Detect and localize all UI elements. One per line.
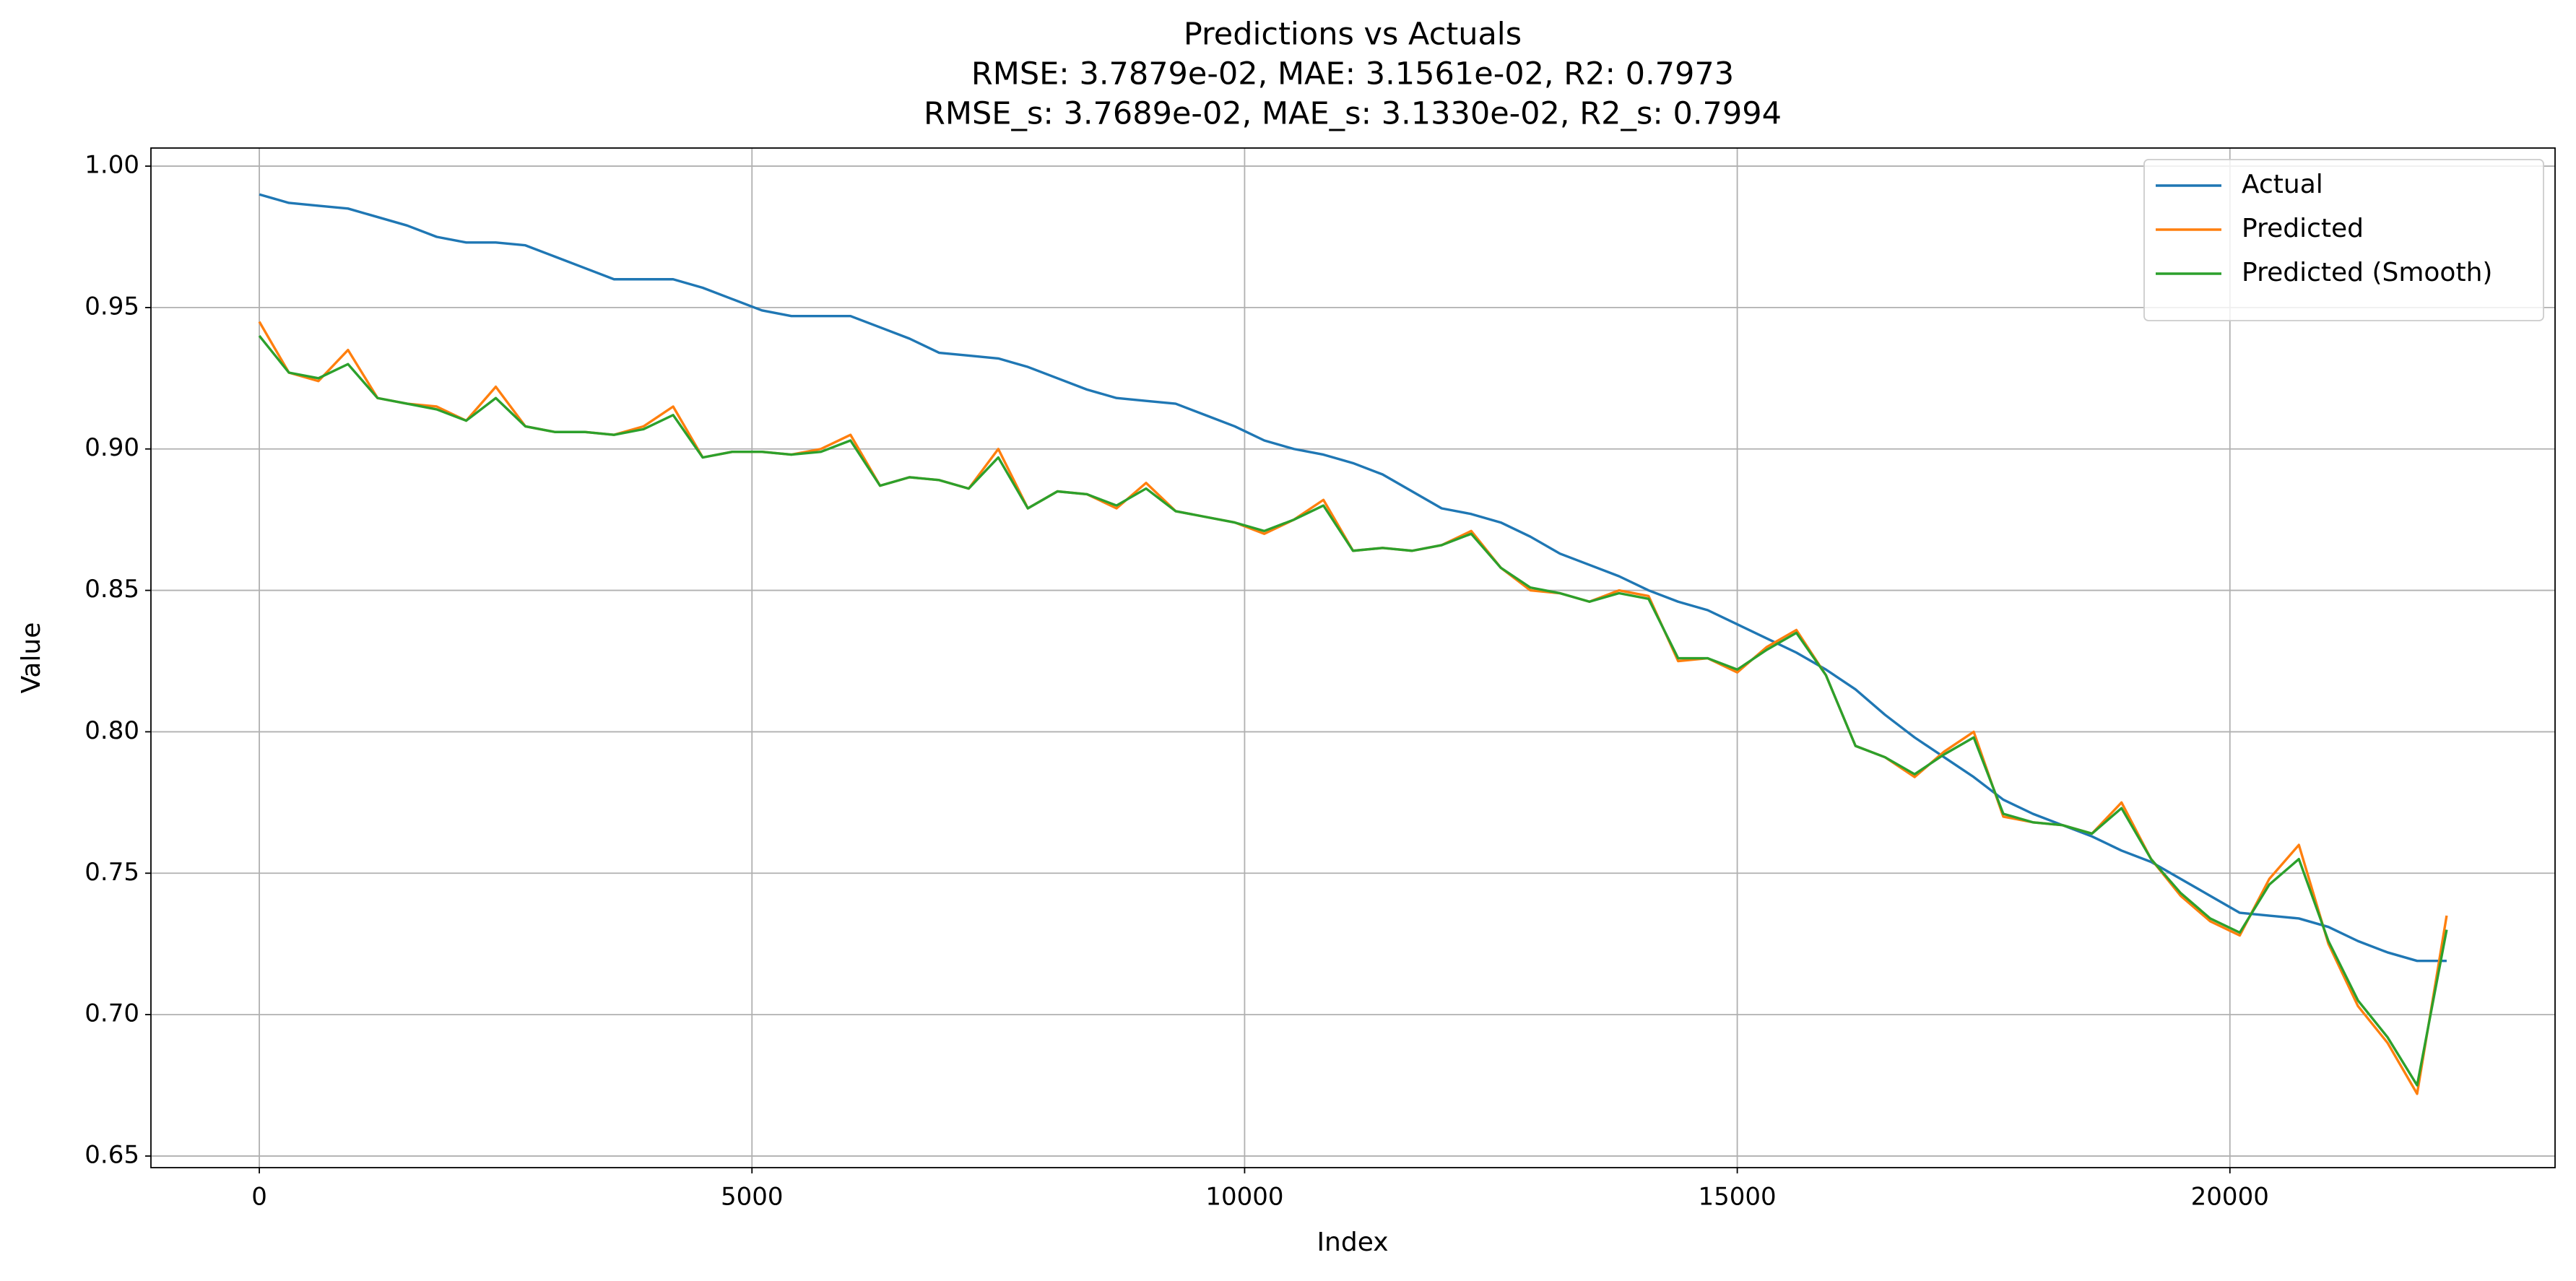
y-tick-label: 1.00 [84, 151, 139, 180]
legend-label: Actual [2242, 170, 2323, 199]
y-tick-label: 0.70 [84, 999, 139, 1028]
y-tick-label: 0.65 [84, 1140, 139, 1169]
data-line [258, 321, 2448, 1095]
x-tick-label: 0 [251, 1183, 267, 1212]
y-tick-label: 0.90 [84, 433, 139, 462]
x-tick-label: 20000 [2191, 1183, 2269, 1212]
legend-label: Predicted [2242, 214, 2364, 243]
x-axis-label: Index [1317, 1228, 1388, 1257]
data-line [259, 193, 2447, 963]
data-line [258, 335, 2448, 1087]
y-tick-label: 0.85 [84, 575, 139, 604]
y-tick-label: 0.95 [84, 292, 139, 321]
legend: Actual Predicted Predicted (Smooth) [2143, 159, 2544, 321]
plot-frame [150, 147, 2556, 1168]
chart-title: Predictions vs Actuals [1184, 17, 1522, 53]
y-tick-label: 0.80 [84, 716, 139, 745]
x-tick-label: 15000 [1699, 1183, 1777, 1212]
y-axis-label: Value [17, 622, 46, 694]
x-tick-label: 5000 [721, 1183, 784, 1212]
chart-subtitle: RMSE_s: 3.7689e-02, MAE_s: 3.1330e-02, R… [924, 96, 1782, 132]
x-tick-label: 10000 [1205, 1183, 1283, 1212]
chart-subtitle: RMSE: 3.7879e-02, MAE: 3.1561e-02, R2: 0… [971, 56, 1734, 92]
legend-label: Predicted (Smooth) [2242, 258, 2492, 287]
y-tick-label: 0.75 [84, 858, 139, 887]
legend-box [2143, 159, 2544, 321]
